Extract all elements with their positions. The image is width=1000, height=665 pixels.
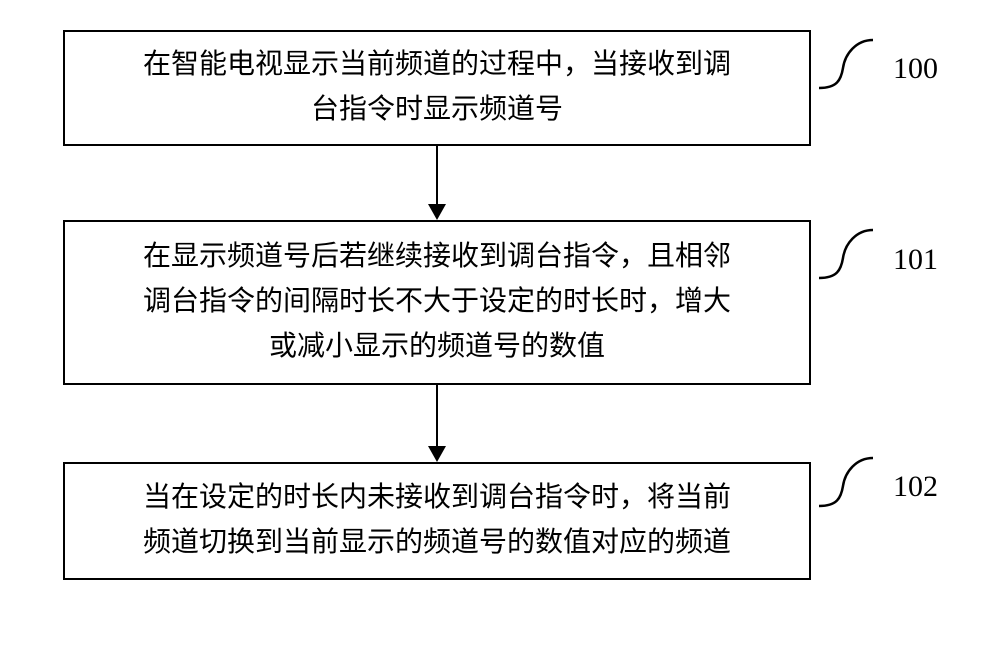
arrow-1-line (436, 146, 438, 204)
flow-node-100-text: 在智能电视显示当前频道的过程中，当接收到调 台指令时显示频道号 (143, 43, 731, 133)
flow-node-101-text: 在显示频道号后若继续接收到调台指令，且相邻 调台指令的间隔时长不大于设定的时长时… (143, 235, 731, 369)
callout-101-path (819, 230, 873, 278)
flow-node-102: 当在设定的时长内未接收到调台指令时，将当前 频道切换到当前显示的频道号的数值对应… (63, 462, 811, 580)
flow-node-102-text: 当在设定的时长内未接收到调台指令时，将当前 频道切换到当前显示的频道号的数值对应… (143, 476, 731, 566)
label-102: 102 (893, 470, 938, 504)
callout-102-path (819, 458, 873, 506)
label-101: 101 (893, 243, 938, 277)
flow-node-100: 在智能电视显示当前频道的过程中，当接收到调 台指令时显示频道号 (63, 30, 811, 146)
flow-node-101: 在显示频道号后若继续接收到调台指令，且相邻 调台指令的间隔时长不大于设定的时长时… (63, 220, 811, 385)
arrow-2-head (428, 446, 446, 462)
flowchart-container: 在智能电视显示当前频道的过程中，当接收到调 台指令时显示频道号 在显示频道号后若… (63, 30, 811, 635)
callout-100-path (819, 40, 873, 88)
arrow-2-line (436, 385, 438, 446)
arrow-1-head (428, 204, 446, 220)
label-100: 100 (893, 52, 938, 86)
